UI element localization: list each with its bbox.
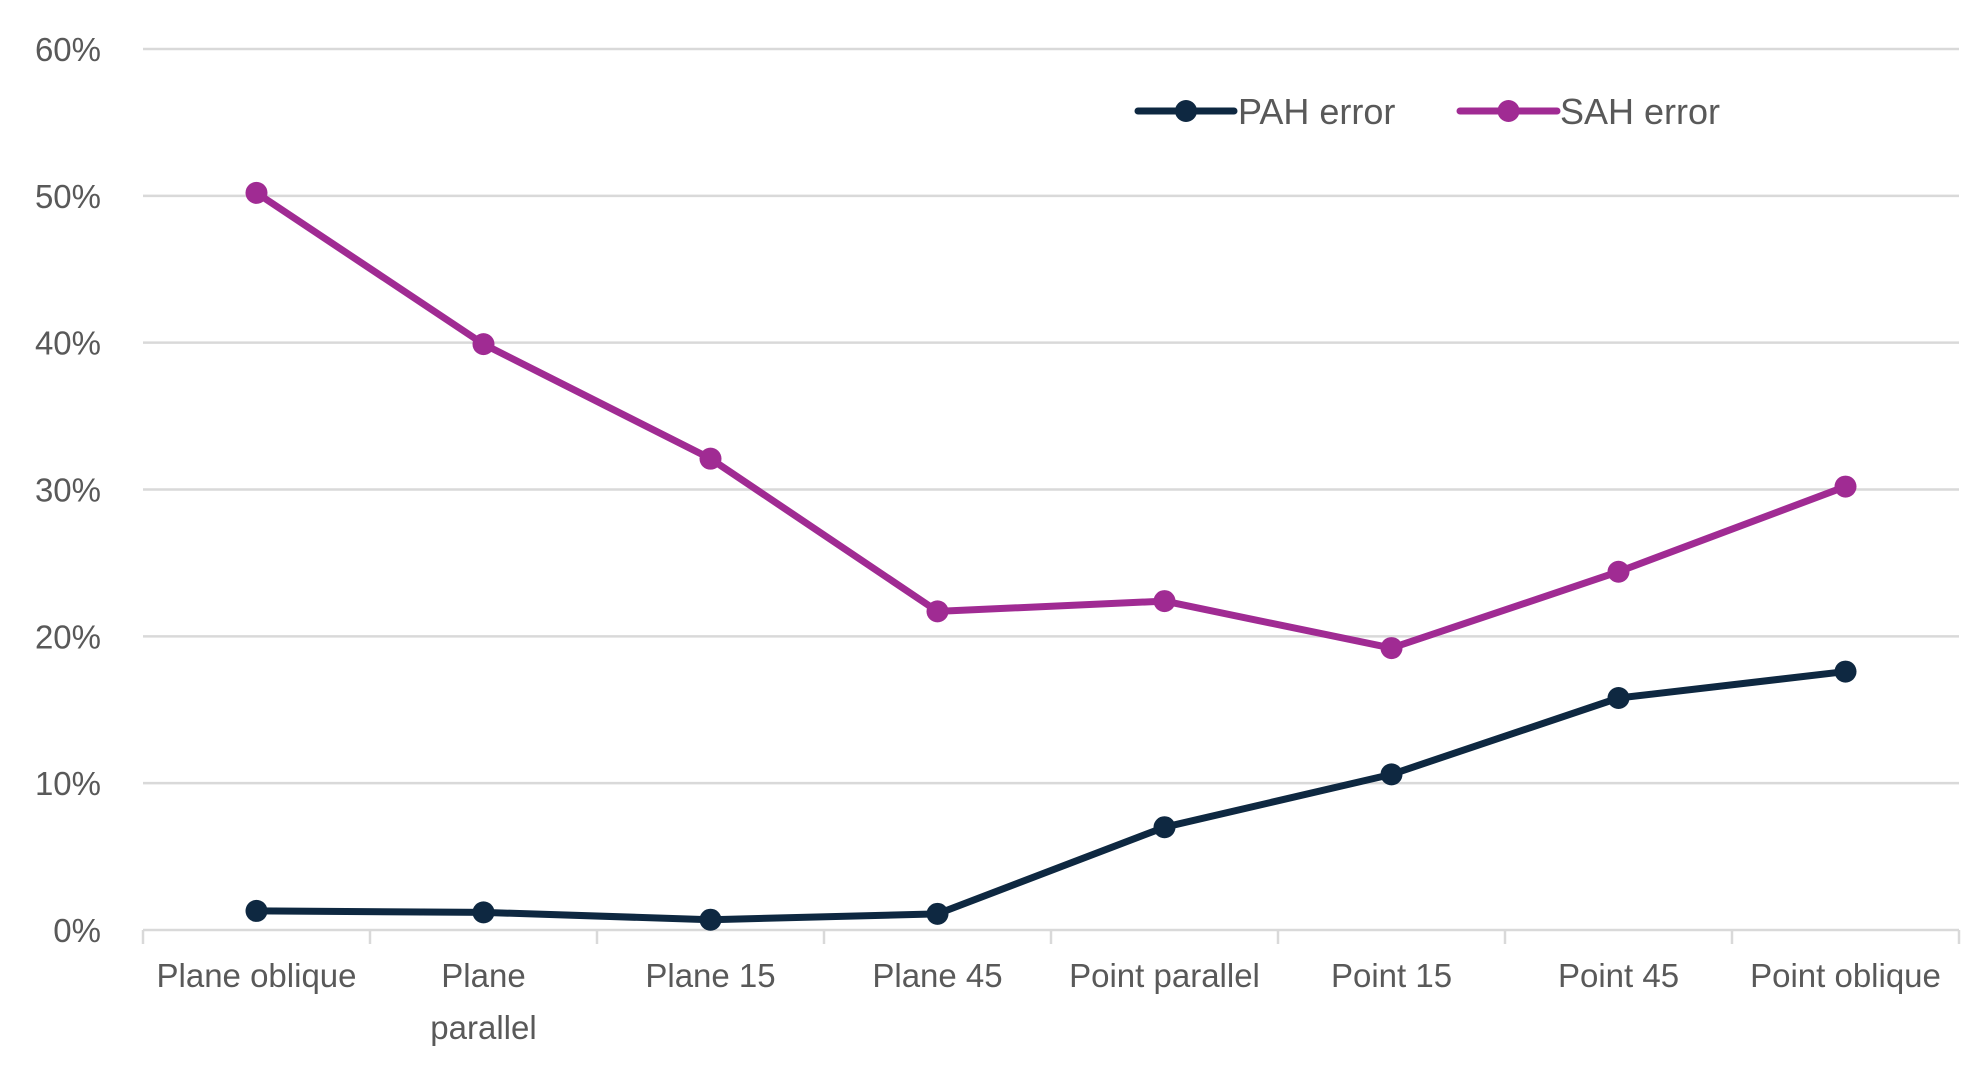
legend-item: SAH error — [1456, 91, 1720, 132]
x-tick-label: Plane 45 — [872, 957, 1002, 994]
x-tick-label: Point 45 — [1558, 957, 1679, 994]
gridlines — [143, 47, 1959, 785]
x-tick-label: Point parallel — [1069, 957, 1260, 994]
data-point — [1153, 590, 1176, 613]
x-tick-label: Plane — [441, 957, 525, 994]
data-point — [699, 908, 722, 931]
data-point — [926, 600, 949, 623]
data-point — [1380, 637, 1403, 660]
y-tick-label: 20% — [35, 618, 101, 655]
legend-label: SAH error — [1560, 91, 1720, 132]
data-point — [1834, 475, 1857, 498]
y-tick-label: 30% — [35, 472, 101, 509]
series-sah-error — [245, 181, 1857, 660]
data-point — [926, 902, 949, 925]
series-layer — [245, 181, 1857, 931]
y-tick-label: 0% — [53, 912, 101, 949]
data-point — [699, 447, 722, 470]
data-point — [1153, 816, 1176, 839]
legend-marker — [1175, 100, 1197, 122]
data-point — [1380, 763, 1403, 786]
data-point — [472, 333, 495, 356]
data-point — [1607, 687, 1630, 710]
legend-item: PAH error — [1134, 91, 1395, 132]
data-point — [245, 899, 268, 922]
data-point — [1607, 560, 1630, 583]
series-pah-error — [245, 660, 1857, 931]
data-point — [472, 901, 495, 924]
y-tick-label: 40% — [35, 325, 101, 362]
x-tick-label: Plane oblique — [157, 957, 357, 994]
x-tick-label: Plane 15 — [645, 957, 775, 994]
legend-marker — [1497, 100, 1520, 122]
y-tick-label: 10% — [35, 765, 101, 802]
y-tick-label: 60% — [35, 31, 101, 68]
data-point — [245, 181, 268, 204]
legend-label: PAH error — [1238, 91, 1395, 132]
series-line — [253, 668, 1849, 924]
y-axis: 0% 10% 20% 30% 40% 50% 60% — [35, 31, 101, 949]
x-tick-label: Point oblique — [1750, 957, 1941, 994]
legend: PAH error SAH error — [1134, 91, 1720, 132]
x-tick-label: Point 15 — [1331, 957, 1452, 994]
x-tick-label: parallel — [430, 1009, 536, 1046]
x-axis: Plane oblique Plane parallel Plane 15 Plane … — [141, 928, 1961, 1046]
y-tick-label: 50% — [35, 178, 101, 215]
data-point — [1834, 660, 1857, 683]
series-line — [253, 189, 1849, 652]
